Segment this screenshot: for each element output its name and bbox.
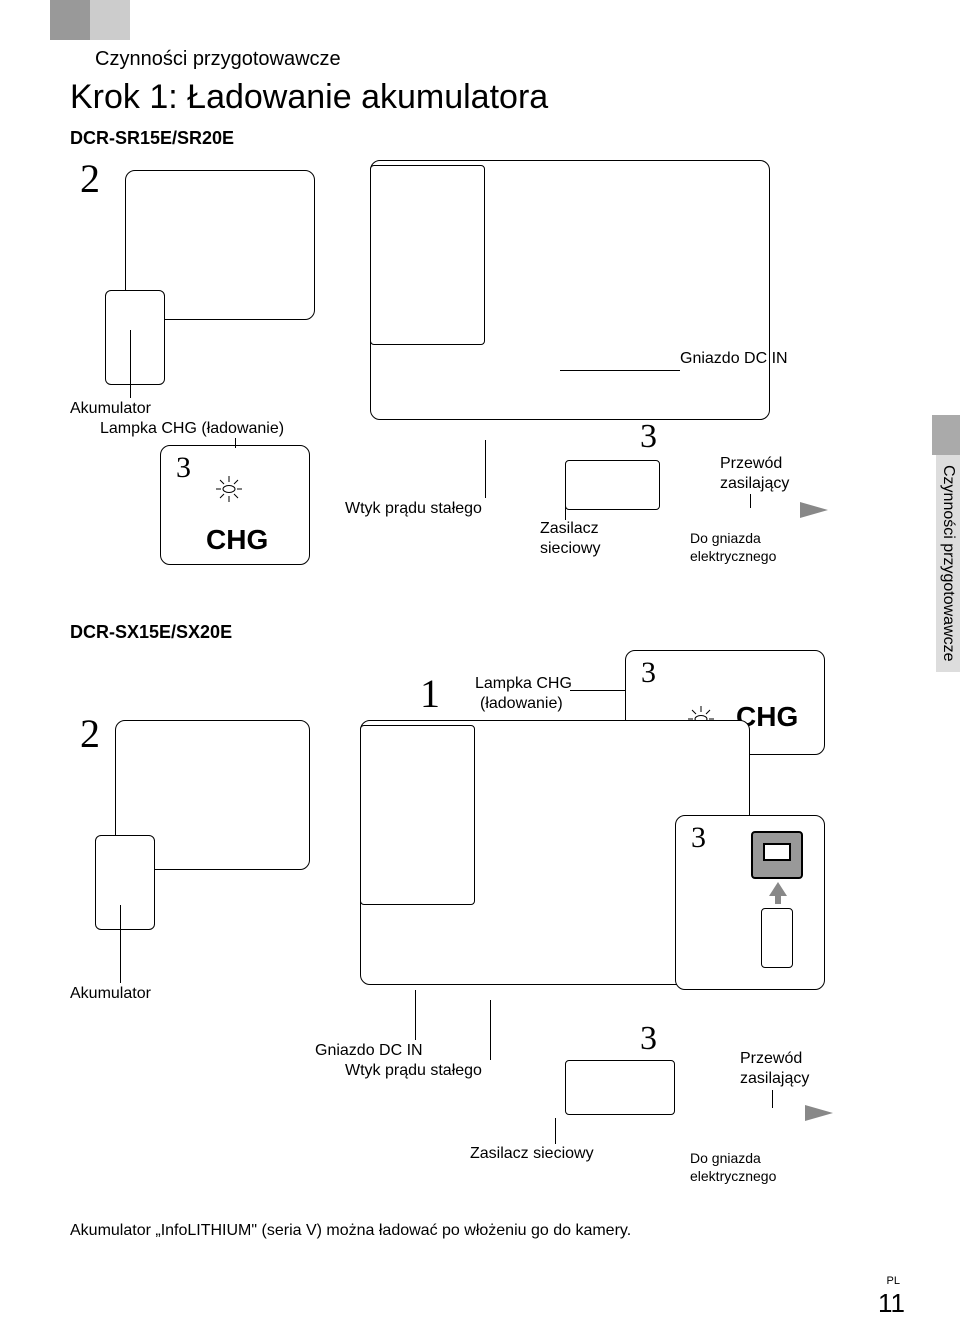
leader-dcin-1 [560, 370, 680, 371]
lampka-chg-label-1: Lampka CHG (ładowanie) [100, 420, 284, 438]
do-gniazda-l1-1: Do gniazda [690, 530, 761, 546]
step-number-3-connector: 3 [691, 821, 706, 855]
power-arrow-2 [805, 1105, 833, 1121]
zasilacz-l1-1: Zasilacz [540, 520, 599, 538]
step-number-3-chg2: 3 [641, 656, 656, 690]
leader-wtyk-1 [485, 440, 486, 498]
lcd-screen-2 [360, 725, 475, 905]
model-label-2: DCR-SX15E/SX20E [70, 622, 232, 643]
przewod-l2-2: zasilający [740, 1070, 809, 1088]
connector-box: 3 [675, 815, 825, 990]
power-arrow-1 [800, 502, 828, 518]
akumulator-label-1: Akumulator [70, 400, 151, 418]
ac-adapter-2 [565, 1060, 675, 1115]
wtyk-label-2: Wtyk prądu stałego [345, 1062, 482, 1080]
leader-chg-1 [235, 438, 236, 448]
leader-przewod-2 [772, 1090, 773, 1108]
lampka-chg-l1-2: Lampka CHG [475, 675, 572, 693]
przewod-l1-2: Przewód [740, 1050, 802, 1068]
leader-wtyk-2 [490, 1000, 491, 1060]
przewod-l1-1: Przewód [720, 455, 782, 473]
dc-jack-icon [751, 831, 803, 879]
dc-plug-icon [761, 908, 793, 968]
leader-lampka-2 [570, 690, 625, 691]
lampka-chg-l2-2: (ładowanie) [480, 695, 563, 713]
footer-lang: PL [887, 1275, 900, 1287]
zasilacz-l2-1: sieciowy [540, 540, 600, 558]
step-number-2-bottom: 2 [80, 710, 100, 757]
chg-text-1: CHG [206, 524, 268, 555]
section-title: Czynności przygotowawcze [95, 48, 341, 71]
battery-2 [95, 835, 155, 930]
step-number-3-adapter2: 3 [640, 1020, 657, 1058]
model-label-1: DCR-SR15E/SR20E [70, 128, 234, 149]
lcd-screen-1 [370, 165, 485, 345]
akumulator-label-2: Akumulator [70, 985, 151, 1003]
leader-zasilacz-2 [555, 1118, 556, 1144]
step-number-3-chg1: 3 [176, 451, 191, 485]
zasilacz-full-2: Zasilacz sieciowy [470, 1145, 594, 1163]
chg-led-icon-1 [216, 476, 242, 502]
header-block-dark [50, 0, 90, 40]
up-arrow-jack [769, 882, 787, 904]
chg-box-1: 3 CHG [160, 445, 310, 565]
dc-in-label-1: Gniazdo DC IN [680, 350, 788, 368]
step-number-1-bottom: 1 [420, 670, 440, 717]
footer-text: Akumulator „InfoLITHIUM" (seria V) można… [70, 1222, 631, 1240]
step-number-3-adapter1: 3 [640, 418, 657, 456]
step-number-2-top: 2 [80, 155, 100, 202]
wtyk-label-1: Wtyk prądu stałego [345, 500, 482, 518]
side-tab [932, 415, 960, 455]
do-gniazda-l2-2: elektrycznego [690, 1168, 776, 1184]
leader-akum-2 [120, 905, 121, 983]
battery-1 [105, 290, 165, 385]
header-block-light [90, 0, 130, 40]
przewod-l2-1: zasilający [720, 475, 789, 493]
ac-adapter-1 [565, 460, 660, 510]
page-title: Krok 1: Ładowanie akumulatora [70, 78, 548, 117]
footer-page-number: 11 [878, 1288, 905, 1319]
leader-akum-1 [130, 330, 131, 398]
do-gniazda-l1-2: Do gniazda [690, 1150, 761, 1166]
leader-przewod-1 [750, 494, 751, 508]
sidebar-section-text: Czynności przygotowawcze [936, 455, 960, 672]
do-gniazda-l2-1: elektrycznego [690, 548, 776, 564]
dc-in-label-2: Gniazdo DC IN [315, 1042, 423, 1060]
leader-dcin-2 [415, 990, 416, 1040]
